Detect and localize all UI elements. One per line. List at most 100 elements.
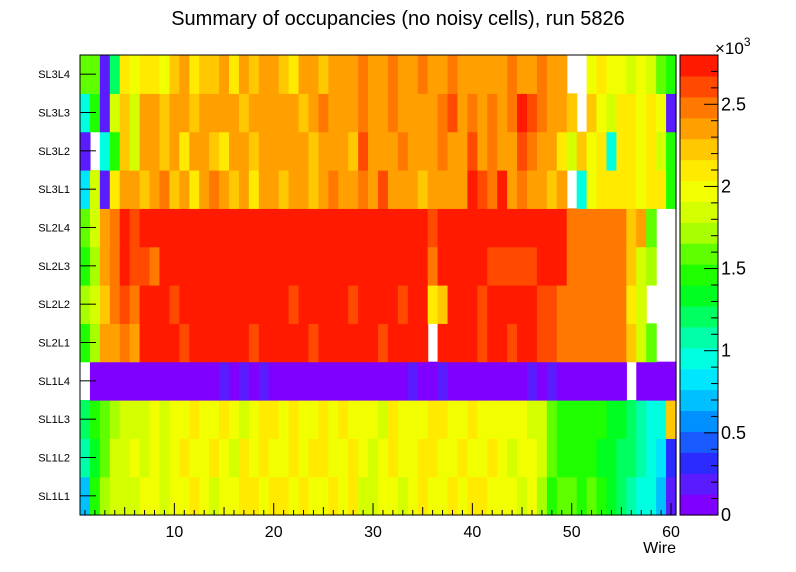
heatmap-cell: [219, 323, 230, 363]
heatmap-cell: [278, 285, 290, 324]
heatmap-cell: [576, 361, 588, 401]
heatmap-cell: [487, 170, 498, 209]
heatmap-cell: [487, 246, 498, 286]
heatmap-cell: [199, 323, 210, 363]
heatmap-cell: [149, 400, 161, 439]
heatmap-cell: [546, 438, 558, 478]
heatmap-cell: [338, 93, 349, 133]
heatmap-cell: [109, 131, 121, 171]
heatmap-cell: [219, 55, 230, 94]
heatmap-cell: [417, 55, 429, 94]
heatmap-cell: [467, 400, 478, 439]
heatmap-cell: [616, 323, 627, 363]
heatmap-cell: [566, 400, 578, 439]
heatmap-cell: [99, 170, 111, 209]
heatmap-cell: [258, 131, 270, 171]
heatmap-cell: [229, 246, 240, 286]
heatmap-cell: [149, 285, 161, 324]
heatmap-cell: [288, 246, 300, 286]
heatmap-cell: [209, 323, 220, 363]
heatmap-cell: [407, 285, 419, 324]
heatmap-cell: [318, 438, 329, 478]
heatmap-cell: [298, 93, 310, 133]
heatmap-cell: [546, 361, 558, 401]
heatmap-cell: [378, 476, 389, 516]
heatmap-cell: [268, 208, 280, 248]
heatmap-cell: [248, 438, 260, 478]
heatmap-cell: [596, 55, 608, 94]
heatmap-cell: [536, 170, 548, 209]
heatmap-cell: [447, 170, 459, 209]
heatmap-cell: [626, 438, 637, 478]
heatmap-cell: [487, 131, 498, 171]
heatmap-cell: [179, 55, 190, 94]
heatmap-cell: [566, 208, 578, 248]
heatmap-cell: [199, 93, 210, 133]
x-tick-label: 50: [563, 524, 581, 541]
color-scale-bin: [680, 473, 718, 495]
heatmap-cell: [447, 208, 459, 248]
heatmap-cell: [397, 55, 409, 94]
heatmap-cell: [338, 170, 349, 209]
heatmap-cell: [636, 476, 647, 516]
heatmap-cell: [149, 246, 161, 286]
heatmap-cell: [517, 476, 528, 516]
heatmap-cell: [626, 93, 637, 133]
heatmap-cell: [656, 476, 667, 516]
heatmap-cell: [129, 400, 141, 439]
heatmap-cell: [507, 285, 518, 324]
heatmap-cell: [328, 131, 339, 171]
heatmap-cell: [348, 285, 359, 324]
color-scale-bin: [680, 222, 718, 244]
heatmap-cell: [149, 323, 161, 363]
color-scale-bin: [680, 347, 718, 370]
heatmap-cell: [527, 323, 538, 363]
heatmap-cell: [348, 131, 359, 171]
heatmap-cell: [189, 400, 200, 439]
heatmap-cell: [129, 323, 141, 363]
heatmap-cell: [288, 93, 300, 133]
heatmap-cell: [556, 323, 568, 363]
heatmap-cell: [556, 170, 568, 209]
heatmap-cell: [437, 361, 449, 401]
heatmap-cell: [288, 285, 300, 324]
heatmap-cell: [566, 476, 578, 516]
heatmap-cell: [546, 93, 558, 133]
heatmap-cell: [119, 323, 131, 363]
heatmap-cell: [586, 361, 598, 401]
heatmap-cell: [586, 476, 598, 516]
heatmap-cell: [646, 361, 657, 401]
heatmap-cell: [109, 285, 121, 324]
heatmap-cell: [596, 323, 608, 363]
y-tick-label: SL2L4: [38, 223, 70, 235]
heatmap-cell: [666, 170, 677, 209]
heatmap-cell: [646, 476, 657, 516]
heatmap-cell: [397, 438, 409, 478]
heatmap-cell: [487, 400, 498, 439]
heatmap-cell: [517, 170, 528, 209]
heatmap-cell: [636, 170, 647, 209]
heatmap-cell: [606, 476, 617, 516]
heatmap-cell: [229, 208, 240, 248]
heatmap-cell: [229, 400, 240, 439]
heatmap-cell: [149, 208, 161, 248]
heatmap-cell: [457, 208, 468, 248]
heatmap-cell: [527, 131, 538, 171]
heatmap-cell: [556, 93, 568, 133]
heatmap-cell: [318, 131, 329, 171]
heatmap-cell: [487, 361, 498, 401]
heatmap-cell: [656, 361, 667, 401]
heatmap-cell: [536, 323, 548, 363]
heatmap-cell: [427, 438, 439, 478]
heatmap-cell: [626, 400, 637, 439]
color-scale-bin: [680, 117, 718, 140]
heatmap-cell: [119, 476, 131, 516]
heatmap-cell: [219, 131, 230, 171]
heatmap-cell: [119, 438, 131, 478]
heatmap-cell: [378, 55, 389, 94]
heatmap-cell: [328, 93, 339, 133]
heatmap-cell: [517, 400, 528, 439]
heatmap-cell: [397, 323, 409, 363]
heatmap-cell: [427, 285, 439, 324]
color-scale-tick-label: 1: [721, 341, 731, 361]
